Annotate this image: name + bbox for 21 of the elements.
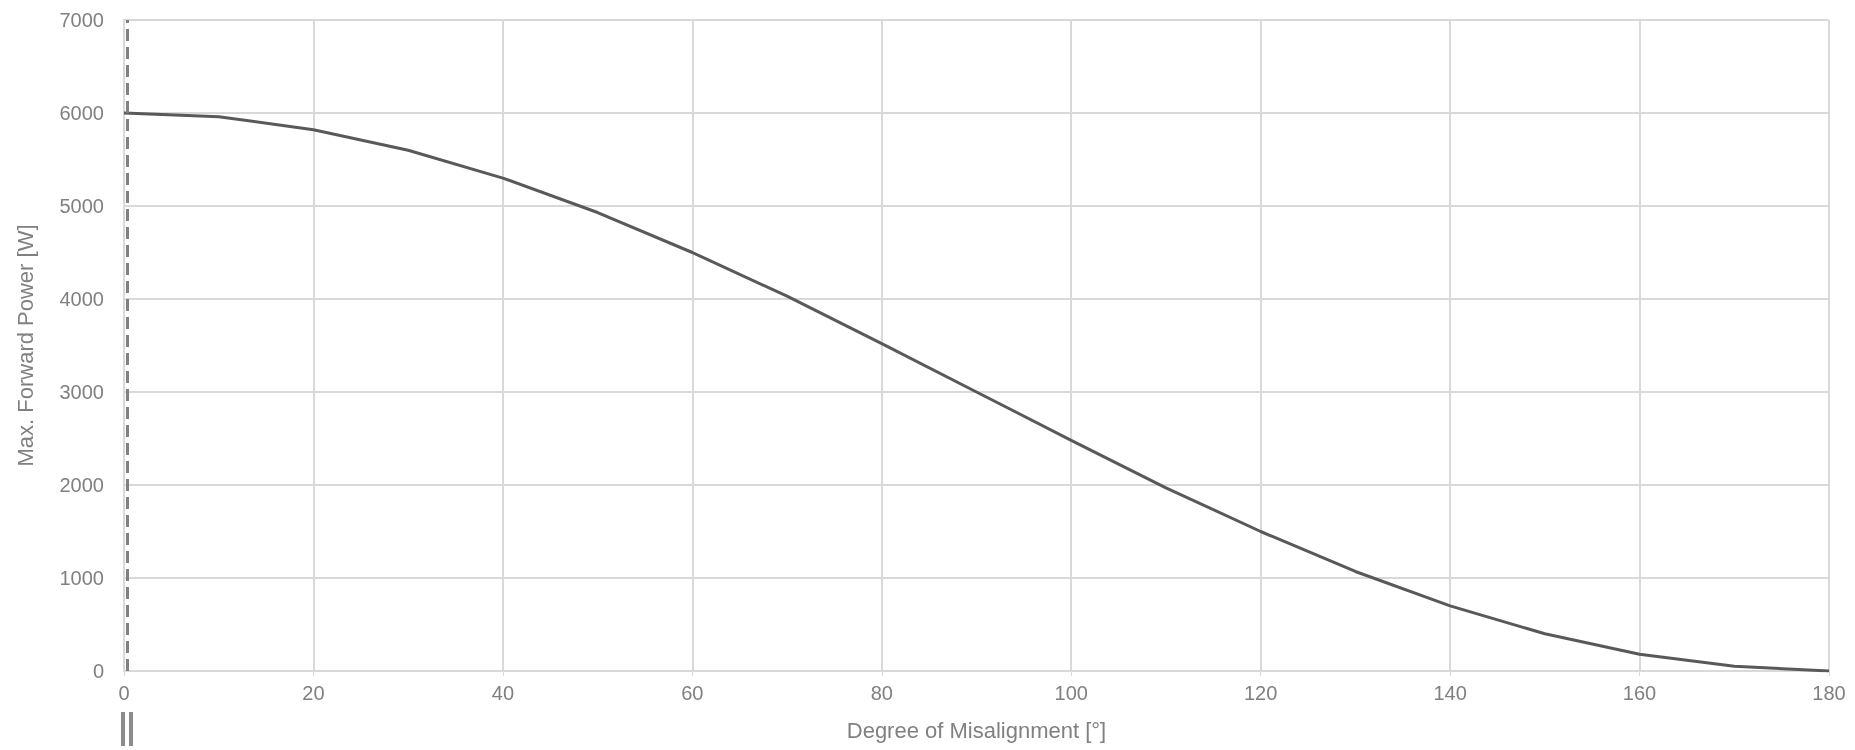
y-tick-label: 6000 xyxy=(59,102,104,124)
x-tick-label: 40 xyxy=(491,682,515,704)
y-tick-label: 2000 xyxy=(59,474,104,496)
x-tick-label: 0 xyxy=(118,682,130,704)
x-tick-label: 160 xyxy=(1622,682,1657,704)
y-tick-label: 0 xyxy=(92,660,104,682)
y-axis-title: Max. Forward Power [W] xyxy=(12,224,38,467)
x-tick-label: 120 xyxy=(1243,682,1278,704)
y-tick-label: 1000 xyxy=(59,567,104,589)
x-tick-label: 140 xyxy=(1433,682,1467,704)
y-tick-label: 5000 xyxy=(59,195,104,217)
y-tick-label: 3000 xyxy=(59,381,104,403)
x-tick-label: 100 xyxy=(1054,682,1088,704)
line-series xyxy=(122,111,1831,673)
y-tick-label: 4000 xyxy=(59,288,104,310)
x-tick-label: 80 xyxy=(870,682,893,704)
x-tick-label: 180 xyxy=(1812,682,1846,704)
x-tick-label: 20 xyxy=(302,682,325,704)
x-axis-title: Degree of Misalignment [°] xyxy=(846,717,1107,743)
x-tick-label: 60 xyxy=(681,682,704,704)
y-tick-label: 7000 xyxy=(59,9,104,31)
